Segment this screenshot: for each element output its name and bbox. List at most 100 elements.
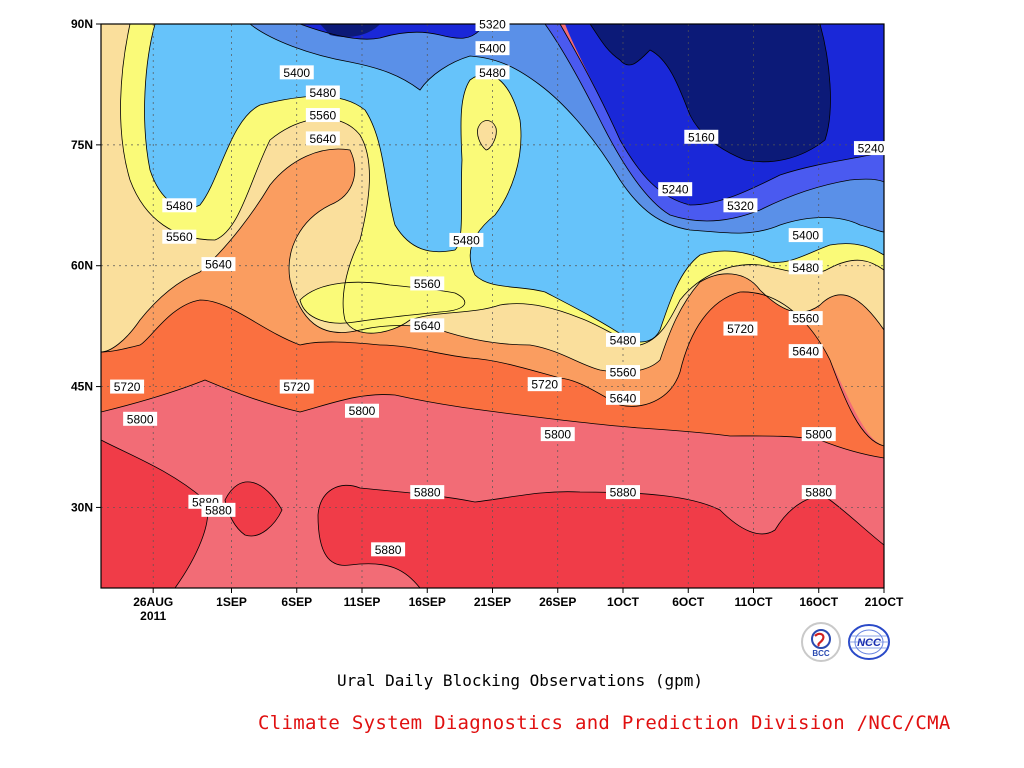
contour-label: 5240 (658, 182, 693, 197)
contour-line (249, 24, 884, 234)
credit-line: Climate System Diagnostics and Predictio… (258, 712, 951, 734)
contour-label: 5880 (410, 485, 445, 500)
contour-label: 5880 (801, 485, 836, 500)
contour-label-text: 5720 (531, 378, 558, 392)
contour-label-bg (201, 257, 236, 272)
contour-label-text: 5880 (205, 503, 232, 517)
contour-label-text: 5560 (166, 230, 193, 244)
contour-label-bg (162, 198, 197, 213)
y-axis: 30N 45N 60N 75N 90N (71, 17, 93, 514)
contour-label: 5720 (723, 321, 758, 336)
contour-label-text: 5320 (727, 199, 754, 213)
contour-label: 5400 (279, 65, 314, 80)
x-tick-label: 16SEP (409, 595, 446, 609)
band-5560-5640 (477, 120, 497, 150)
contour-label-text: 5480 (792, 261, 819, 275)
band-above-5880 (101, 440, 208, 588)
x-tick-label: 26SEP (539, 595, 576, 609)
contour-line (299, 24, 491, 40)
contour-label-bg (449, 232, 484, 247)
ncc-logo-mark: NCC (848, 624, 890, 660)
contour-label: 5320 (475, 17, 510, 32)
x-tick-label: 1OCT (607, 595, 640, 609)
contour-label-text: 5720 (114, 380, 141, 394)
contour-label-text: 5880 (414, 486, 441, 500)
contour-label-text: 5880 (805, 486, 832, 500)
contour-label-bg (410, 485, 445, 500)
contour-label-text: 5560 (414, 277, 441, 291)
contour-label: 5720 (110, 379, 145, 394)
contour-label-bg (371, 542, 406, 557)
y-tick-label: 60N (71, 259, 93, 273)
axis-ticks (96, 23, 885, 593)
contour-label-text: 5480 (453, 233, 480, 247)
band-below-5160 (320, 24, 380, 37)
contour-label-bg (305, 108, 340, 123)
contour-label-text: 5480 (610, 333, 637, 347)
band-5320-5400 (250, 24, 884, 234)
contour-label-bg (123, 411, 158, 426)
contour-label: 5880 (201, 502, 236, 517)
y-tick-label: 90N (71, 17, 93, 31)
x-axis: 26AUG 1SEP 6SEP 11SEP 16SEP 21SEP 26SEP 1OCT 6OC… (133, 595, 904, 623)
contour-label-bg (475, 17, 510, 31)
contour-label: 5720 (279, 379, 314, 394)
y-tick-label: 30N (71, 500, 93, 514)
contour-label: 5880 (371, 542, 406, 557)
band-below-5160 (590, 24, 831, 162)
contour-label-text: 5480 (479, 66, 506, 80)
contour-label-text: 5640 (205, 258, 232, 272)
contour-label: 5880 (606, 485, 640, 500)
contour-label-bg (540, 427, 575, 442)
band-above-5880 (225, 481, 282, 536)
contour-label-bg (788, 311, 823, 326)
contour-label: 5560 (410, 276, 445, 291)
x-tick-label: 11OCT (734, 595, 773, 609)
contour-label-text: 5400 (792, 229, 819, 243)
ncc-logo-text: NCC (857, 637, 882, 649)
contour-line (477, 120, 497, 151)
contour-label: 5800 (801, 427, 836, 442)
ncc-logo: NCC (845, 622, 893, 662)
bcc-logo: BCC (801, 622, 841, 662)
contour-label-text: 5720 (727, 322, 754, 336)
contour-label-text: 5400 (283, 66, 310, 80)
contour-line (317, 484, 884, 588)
contour-label-bg (110, 379, 145, 394)
x-tick-label: 1SEP (216, 595, 247, 609)
contour-label-text: 5800 (805, 428, 832, 442)
contour-label-bg (305, 131, 340, 146)
contour-label: 5560 (305, 108, 340, 123)
contour-label: 5800 (345, 403, 379, 418)
contour-label-text: 5640 (792, 345, 819, 359)
grid (101, 24, 884, 588)
contour-label: 5480 (305, 85, 340, 100)
band-5720-5800 (101, 291, 884, 458)
contour-label: 5480 (606, 332, 640, 347)
contour-label-text: 5640 (414, 319, 441, 333)
contour-label-bg (475, 65, 510, 80)
contour-label-bg (788, 260, 823, 275)
contour-label-text: 5240 (662, 183, 689, 197)
contour-label: 5640 (606, 390, 640, 405)
contour-label: 5240 (853, 141, 888, 156)
contour-label: 5640 (788, 344, 823, 359)
contour-label-bg (475, 41, 510, 56)
contour-label-text: 5880 (610, 486, 637, 500)
contour-label-bg (305, 85, 340, 100)
y-tick-label: 45N (71, 380, 93, 394)
band-5480-5560 (120, 24, 884, 345)
contour-label-bg (606, 365, 640, 380)
contour-label: 5720 (527, 377, 562, 392)
contour-label-text: 5880 (375, 543, 402, 557)
contour-label: 5640 (305, 131, 340, 146)
contour-labels: 5320 5400 5480 5400 5480 5560 5640 5160 5240 5320… (110, 17, 888, 557)
contour-line (101, 148, 884, 373)
band-5560-5640 (101, 24, 884, 372)
contour-label: 5560 (788, 311, 823, 326)
contour-label-bg (410, 318, 445, 333)
band-5480-5560 (300, 282, 465, 324)
contour-label-bg (201, 502, 236, 517)
x-tick-label: 21SEP (474, 595, 511, 609)
contour-line (299, 281, 466, 324)
